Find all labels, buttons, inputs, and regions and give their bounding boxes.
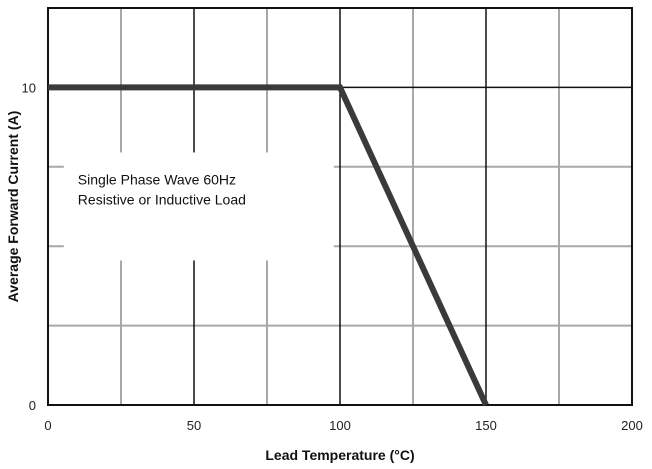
y-tick-labels: 0 10 bbox=[22, 80, 36, 413]
x-tick-label: 0 bbox=[44, 418, 51, 433]
x-tick-label: 150 bbox=[475, 418, 497, 433]
x-tick-label: 100 bbox=[329, 418, 351, 433]
x-tick-label: 200 bbox=[621, 418, 643, 433]
annotation-layer: Single Phase Wave 60Hz Resistive or Induc… bbox=[63, 152, 334, 261]
annotation-line-0: Single Phase Wave 60Hz bbox=[78, 171, 236, 187]
series-layer bbox=[48, 84, 489, 407]
x-tick-labels: 0 50 100 150 200 bbox=[44, 418, 642, 433]
y-tick-label: 10 bbox=[22, 80, 36, 95]
annotation-line-1: Resistive or Inductive Load bbox=[78, 191, 246, 207]
x-axis-title: Lead Temperature (°C) bbox=[265, 447, 414, 463]
y-axis-title: Average Forward Current (A) bbox=[5, 111, 21, 303]
annotation-background bbox=[63, 152, 334, 261]
series-line-0 bbox=[48, 84, 489, 407]
x-tick-label: 50 bbox=[187, 418, 201, 433]
plot-frame bbox=[47, 7, 633, 406]
y-tick-label: 0 bbox=[29, 398, 36, 413]
